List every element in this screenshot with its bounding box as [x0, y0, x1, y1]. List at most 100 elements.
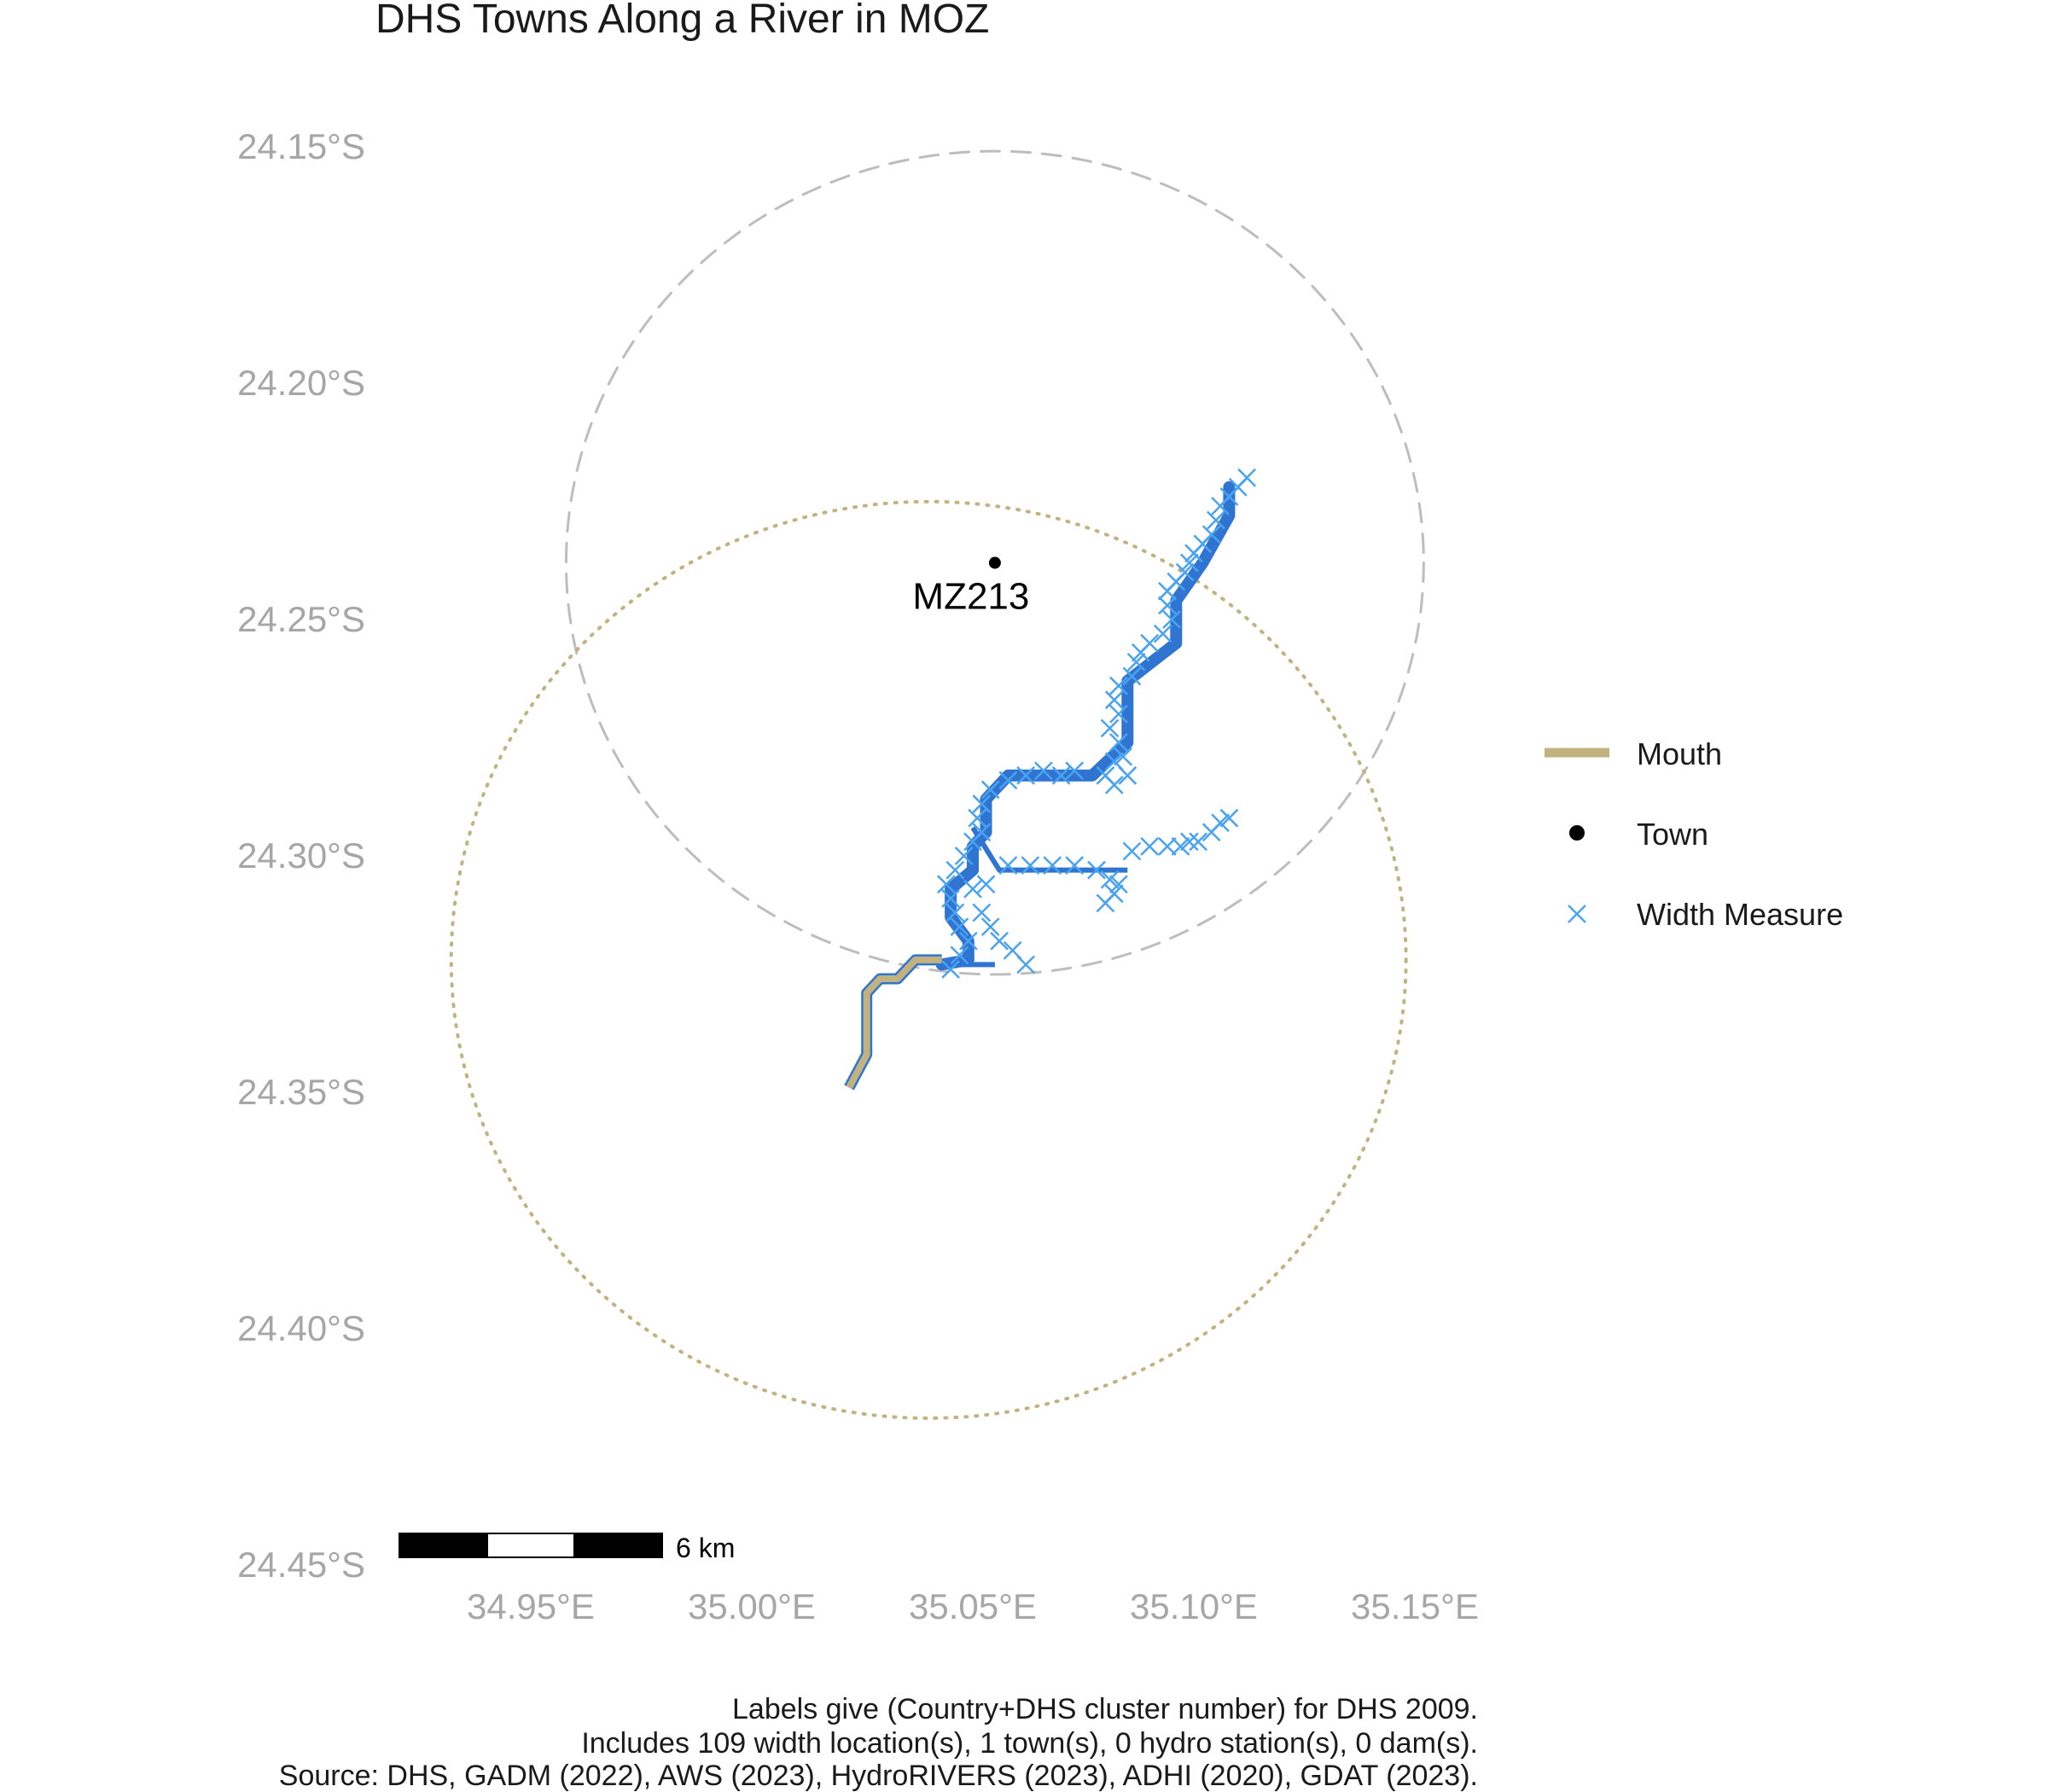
width-measure-point: [1033, 761, 1053, 781]
y-tick-label: 24.35°S: [237, 1072, 365, 1112]
width-measure-stroke: [1104, 776, 1124, 794]
width-measure-point: [1043, 856, 1062, 875]
x-tick-label: 35.10°E: [1130, 1586, 1258, 1626]
width-measure-point: [1065, 856, 1085, 875]
y-tick-label: 24.45°S: [237, 1545, 365, 1585]
width-measure-point: [1179, 832, 1199, 852]
width-measure-point: [1171, 837, 1190, 856]
legend-town-label: Town: [1637, 817, 1708, 852]
width-measure-stroke: [1184, 544, 1203, 563]
width-measure-stroke: [1104, 752, 1124, 771]
width-measure-stroke: [1219, 808, 1239, 828]
width-measure-stroke: [1100, 719, 1120, 738]
width-measure-point: [968, 808, 987, 828]
width-measure-stroke: [1153, 624, 1172, 643]
width-measure-stroke: [1109, 875, 1128, 894]
width-measure-point: [1158, 581, 1177, 601]
width-measure-stroke: [1189, 832, 1208, 852]
legend-width-measure-label: Width Measure: [1637, 897, 1843, 932]
width-measure-point: [1051, 765, 1071, 785]
width-measure-stroke: [954, 847, 974, 865]
width-measure-point: [945, 860, 965, 880]
width-measure-point: [1016, 955, 1036, 975]
width-measure-stroke: [980, 780, 1000, 800]
width-measure-stroke: [1051, 765, 1071, 785]
width-measure-stroke: [1179, 553, 1199, 573]
width-measure-stroke: [1109, 676, 1128, 695]
y-axis: 24.15°S 24.20°S 24.25°S 24.30°S 24.35°S …: [237, 126, 365, 1585]
y-tick-label: 24.15°S: [237, 126, 365, 166]
scale-bar-segment: [573, 1533, 662, 1557]
width-measure-stroke: [1043, 856, 1062, 875]
width-measure-stroke: [1140, 837, 1160, 856]
town-layer: MZ213: [912, 556, 1029, 618]
width-measure-stroke: [1109, 704, 1128, 724]
width-measure-stroke: [963, 832, 982, 852]
width-measure-point: [1021, 856, 1040, 875]
width-measure-stroke: [937, 875, 956, 894]
caption: Labels give (Country+DHS cluster number)…: [279, 1693, 1478, 1792]
width-measure-point: [1158, 596, 1177, 615]
width-measure-point: [1158, 837, 1177, 856]
scale-bar: 6 km: [399, 1533, 735, 1563]
width-measure-stroke: [972, 794, 992, 813]
width-measure-stroke: [976, 875, 996, 894]
width-measure-point: [1219, 808, 1239, 828]
map-title: DHS Towns Along a River in MOZ: [375, 0, 989, 42]
width-measure-point: [998, 856, 1018, 875]
width-measure-point: [945, 903, 965, 922]
width-measure-point: [1118, 765, 1137, 785]
width-measure-stroke: [1207, 510, 1225, 530]
width-measure-point: [1100, 870, 1120, 889]
mouth-layer: [844, 954, 942, 1091]
width-measure-stroke: [972, 903, 992, 922]
width-measure-stroke: [1033, 761, 1053, 781]
mouth-line: [846, 956, 942, 1090]
width-measure-point: [976, 875, 996, 894]
width-measure-point: [950, 945, 969, 965]
width-measure-stroke: [941, 960, 960, 979]
width-measure-stroke: [1114, 747, 1133, 766]
width-measure-point: [998, 771, 1018, 790]
width-measure-stroke: [1118, 765, 1137, 785]
y-tick-label: 24.25°S: [237, 599, 365, 639]
width-measure-point: [980, 780, 1000, 800]
width-measure-point: [963, 832, 982, 852]
width-measure-stroke: [1122, 841, 1142, 861]
width-measure-point: [1153, 624, 1172, 643]
width-measure-stroke: [945, 860, 965, 880]
width-measure-stroke: [1016, 955, 1036, 975]
width-measure-point: [1109, 875, 1128, 894]
width-measure-point: [980, 917, 1000, 936]
buffer-layer: [449, 149, 1425, 1420]
width-measure-stroke: [980, 917, 1000, 936]
width-measure-point: [1065, 761, 1085, 781]
width-measure-stroke: [1158, 596, 1177, 615]
legend-width-measure-key: [1568, 905, 1586, 923]
width-measure-point: [1109, 733, 1128, 752]
width-measure-stroke: [968, 808, 987, 828]
town-buffer-circle: [564, 149, 1425, 976]
width-measure-stroke: [950, 945, 969, 965]
width-measure-stroke: [1122, 666, 1142, 686]
width-measure-point: [950, 917, 969, 936]
width-measure-stroke: [1065, 761, 1085, 781]
y-tick-label: 24.40°S: [237, 1308, 365, 1348]
x-tick-label: 35.05°E: [909, 1586, 1037, 1626]
width-measure-stroke: [1021, 856, 1040, 875]
width-measure-point: [1211, 497, 1230, 515]
width-measure-stroke: [1162, 610, 1181, 629]
width-measure-stroke: [1158, 837, 1177, 856]
width-measure-point: [941, 960, 960, 979]
width-measure-stroke: [963, 879, 982, 899]
width-measure-point: [1162, 610, 1181, 629]
x-tick-label: 35.00°E: [688, 1586, 816, 1626]
y-tick-label: 24.30°S: [237, 835, 365, 876]
width-measure-stroke: [1104, 690, 1124, 710]
width-measure-stroke: [998, 771, 1018, 790]
width-measure-stroke: [1087, 860, 1106, 880]
width-measure-stroke: [1126, 652, 1146, 672]
width-measure-stroke: [1158, 581, 1177, 601]
width-measure-point: [972, 903, 992, 922]
